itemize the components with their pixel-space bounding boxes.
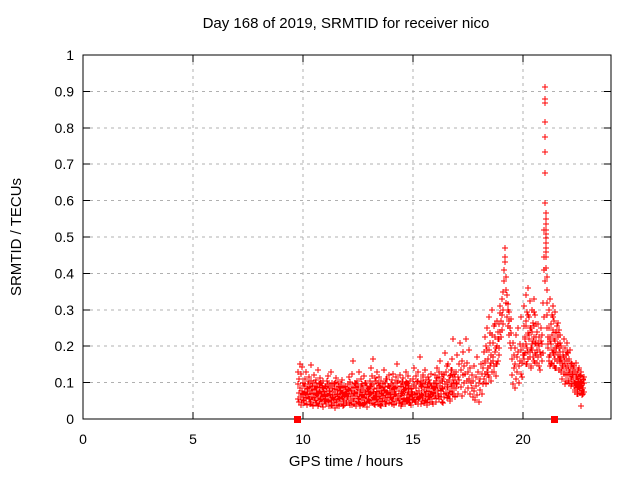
y-tick-label: 0.5 [55, 229, 75, 245]
y-tick-label: 1 [66, 47, 74, 63]
x-tick-label: 10 [295, 431, 311, 447]
y-tick-label: 0.6 [55, 193, 75, 209]
gridlines [83, 55, 611, 419]
y-axis-label: SRMTID / TECUs [8, 177, 25, 297]
data-point-square [294, 416, 301, 423]
tick-labels: 0 5 10 15 20 0 0.1 0.2 0.3 0.4 0.5 0.6 0.7 0.8 0.9 1 [55, 47, 531, 447]
x-tick-label: 20 [515, 431, 531, 447]
y-tick-label: 0.9 [55, 83, 75, 99]
x-tick-label: 5 [189, 431, 197, 447]
data-points-plus [295, 84, 587, 411]
data-point-square [551, 416, 558, 423]
chart-title: Day 168 of 2019, SRMTID for receiver nic… [202, 15, 490, 32]
x-tick-label: 0 [79, 431, 87, 447]
y-tick-label: 0.2 [55, 338, 75, 354]
y-tick-label: 0.8 [55, 120, 75, 136]
x-axis-label: GPS time / hours [288, 453, 404, 470]
y-tick-label: 0.4 [55, 265, 75, 281]
axis-ticks [82, 54, 611, 420]
y-tick-label: 0 [66, 411, 74, 427]
y-tick-label: 0.7 [55, 156, 75, 172]
y-tick-label: 0.1 [55, 375, 75, 391]
x-tick-label: 15 [405, 431, 421, 447]
y-tick-label: 0.3 [55, 302, 75, 318]
